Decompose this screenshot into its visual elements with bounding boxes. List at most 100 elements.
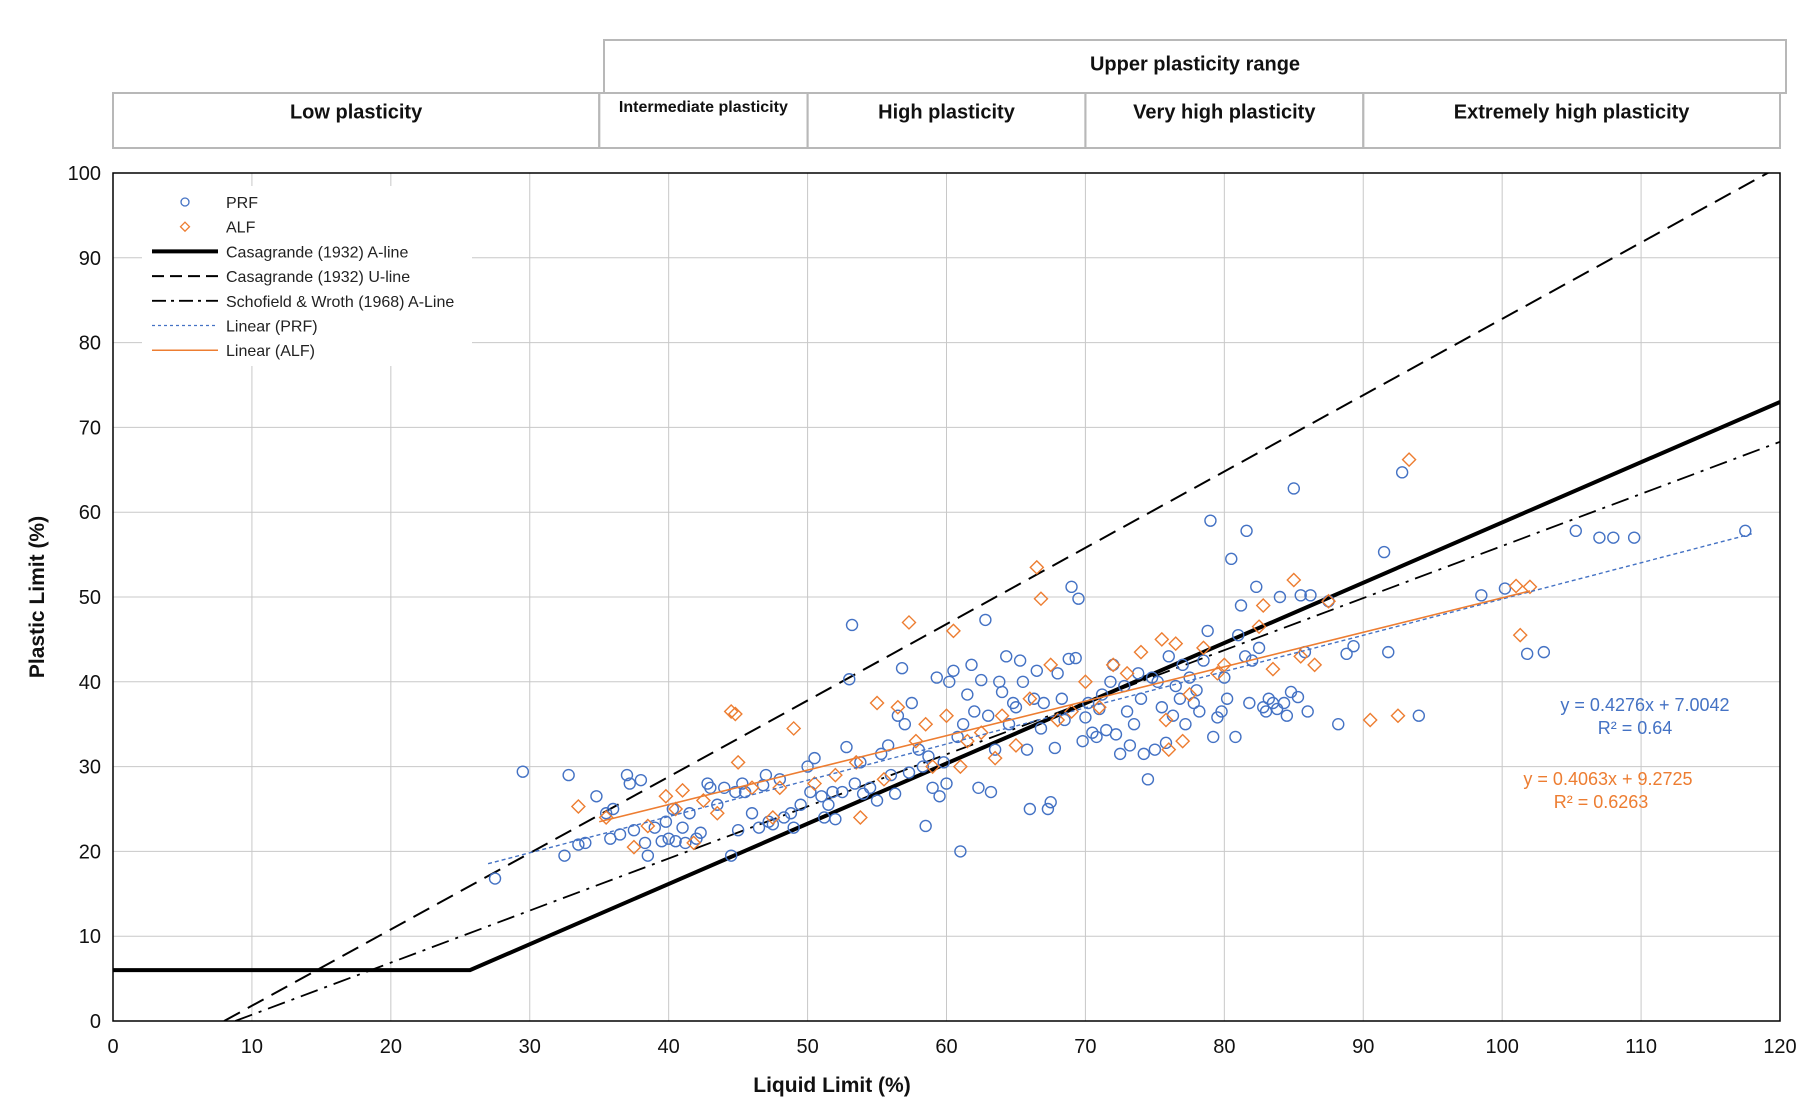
alf-point-35: [1008, 737, 1024, 753]
prf-point-80: [933, 790, 946, 803]
prf-point-23: [676, 821, 689, 834]
x-tick-label-3: 30: [519, 1036, 541, 1058]
prf-point-151: [1179, 718, 1192, 731]
prf-point-204: [1627, 531, 1641, 544]
prf-point-51: [815, 790, 828, 803]
prf-point-198: [1498, 582, 1512, 595]
prf-point-201: [1569, 524, 1582, 538]
x-tick-label-1: 10: [241, 1036, 263, 1058]
alf-point-58: [1265, 661, 1281, 677]
prf-point-109: [1034, 722, 1048, 735]
y-tick-label-8: 80: [79, 333, 101, 355]
alf-point-43: [1091, 699, 1107, 715]
x-tick-label-12: 120: [1763, 1036, 1796, 1058]
band-label-2: High plasticity: [878, 101, 1016, 123]
alf-point-38: [1033, 591, 1049, 607]
upper-plasticity-range-label: Upper plasticity range: [1090, 53, 1300, 75]
prf-point-48: [801, 760, 814, 773]
alf-point-3: [640, 818, 656, 834]
plot-area-border: [112, 172, 1781, 1022]
prf-point-94: [981, 709, 995, 722]
alf-point-39: [1043, 657, 1059, 673]
alf-point-9: [709, 805, 725, 821]
prf-point-115: [1055, 692, 1069, 705]
prf-point-157: [1201, 624, 1214, 638]
prf-point-124: [1086, 726, 1099, 739]
x-tick-label-4: 40: [658, 1036, 680, 1058]
y-tick-label-1: 10: [79, 926, 101, 948]
prf-point-118: [1065, 580, 1078, 594]
y-tick-label-3: 30: [79, 757, 101, 779]
alf-point-40: [1050, 712, 1066, 728]
prf-point-149: [1173, 692, 1187, 705]
x-tick-label-2: 20: [380, 1036, 402, 1058]
alf-point-62: [1321, 593, 1337, 609]
prf-point-54: [826, 785, 839, 799]
prf-point-6: [590, 790, 603, 803]
prf-point-4: [572, 838, 585, 851]
prf-point-85: [951, 730, 964, 744]
alf-point-64: [1390, 708, 1406, 724]
prf-point-92: [975, 673, 988, 687]
alf-point-67: [1512, 627, 1528, 643]
y-tick-label-10: 100: [68, 163, 101, 185]
prf-point-46: [787, 821, 800, 834]
alf-point-56: [1251, 619, 1267, 635]
band-label-3: Very high plasticity: [1133, 101, 1316, 123]
legend-label-4: Schofield & Wroth (1968) A-Line: [226, 294, 454, 311]
prf-point-163: [1220, 692, 1234, 705]
prf-point-47: [794, 798, 807, 811]
prf-point-169: [1240, 524, 1253, 538]
prf-point-11: [620, 768, 634, 782]
prf-point-130: [1106, 658, 1120, 672]
x-axis-title: Liquid Limit (%): [753, 1074, 910, 1097]
prf-point-69: [891, 709, 905, 722]
prf-point-132: [1113, 747, 1127, 761]
prf-point-199: [1520, 647, 1534, 661]
prf-point-81: [937, 756, 950, 769]
alf-point-1: [598, 809, 614, 825]
prf-point-173: [1252, 641, 1266, 655]
alf-point-60: [1293, 648, 1309, 664]
prf-point-184: [1291, 690, 1305, 704]
prf-point-78: [926, 781, 939, 794]
x-tick-label-10: 100: [1485, 1036, 1518, 1058]
prf-point-102: [1009, 701, 1023, 714]
prf-point-34: [731, 824, 745, 837]
alf-r-squared: R² = 0.6263: [1554, 792, 1649, 812]
legend-label-5: Linear (PRF): [226, 319, 318, 336]
prf-point-68: [888, 787, 902, 800]
alf-point-42: [1077, 674, 1093, 690]
legend-label-3: Casagrande (1932) U-line: [226, 269, 410, 286]
prf-point-25: [683, 807, 696, 820]
prf-point-63: [863, 781, 877, 794]
prf-point-192: [1347, 639, 1360, 653]
prf-point-197: [1475, 589, 1488, 602]
prf-point-190: [1332, 718, 1345, 731]
prf-point-88: [961, 688, 974, 701]
prf-point-181: [1280, 709, 1294, 722]
y-tick-label-5: 50: [79, 587, 101, 609]
alf-point-2: [626, 839, 642, 855]
prf-point-20: [662, 832, 675, 845]
alf-point-8: [695, 793, 711, 809]
prf-point-3: [562, 768, 575, 782]
alf-point-48: [1158, 712, 1174, 728]
alf-point-37: [1029, 559, 1045, 575]
prf-point-170: [1243, 696, 1256, 710]
prf-point-56: [836, 785, 849, 799]
alf-point-29: [945, 623, 961, 639]
prf-point-87: [956, 718, 970, 731]
alf-point-63: [1362, 712, 1378, 728]
prf-point-189: [1322, 595, 1335, 608]
prf-point-17: [648, 821, 661, 834]
alf-point-30: [952, 759, 968, 775]
trendline-equations: y = 0.4276x + 7.0042 R² = 0.64 y = 0.406…: [1523, 695, 1729, 812]
alf-point-31: [959, 733, 975, 749]
y-tick-label-7: 70: [79, 417, 101, 439]
prf-point-139: [1137, 747, 1150, 761]
prf-point-103: [1013, 654, 1027, 667]
prf-point-16: [641, 849, 655, 862]
alf-point-23: [890, 699, 906, 715]
alf-point-49: [1161, 742, 1177, 758]
